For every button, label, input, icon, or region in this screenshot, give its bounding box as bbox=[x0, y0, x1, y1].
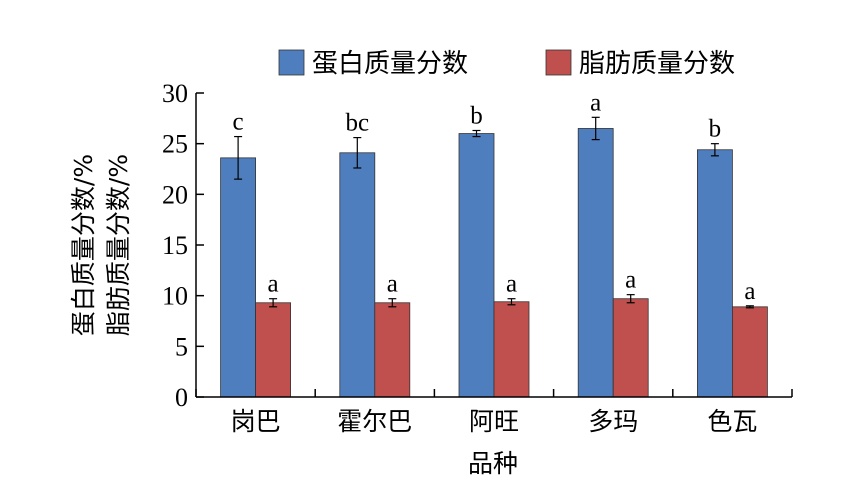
fat-bar-5 bbox=[732, 306, 768, 398]
fat-bar-2 bbox=[374, 302, 411, 398]
fat-sig-label-1: a bbox=[268, 271, 279, 298]
significance-labels-group: c bc b a b a a a a a bbox=[233, 89, 756, 304]
legend-swatch bbox=[545, 49, 572, 76]
protein-bar-4 bbox=[577, 128, 614, 398]
fat-bar-3 bbox=[493, 301, 530, 398]
protein-sig-label-4: a bbox=[590, 89, 601, 116]
legend-swatch bbox=[278, 49, 305, 76]
legend-item-2: 脂肪质量分数 bbox=[545, 49, 735, 79]
fat-bar-4 bbox=[612, 298, 649, 398]
x-tick-label: 多玛 bbox=[588, 407, 638, 436]
x-tick-label: 岗巴 bbox=[231, 407, 281, 436]
y-tick-label: 15 bbox=[162, 231, 188, 260]
protein-bar-3 bbox=[458, 133, 495, 398]
y-tick-label: 5 bbox=[175, 332, 188, 361]
protein-bar-1 bbox=[220, 157, 257, 398]
fat-sig-label-4: a bbox=[625, 267, 636, 294]
protein-error-bar-1 bbox=[234, 135, 243, 180]
x-tick-label: 阿旺 bbox=[469, 407, 519, 436]
error-bars-group bbox=[234, 116, 754, 309]
y-tick-label: 25 bbox=[162, 130, 188, 159]
protein-error-bar-3 bbox=[472, 129, 481, 138]
y-tick-label: 30 bbox=[162, 79, 188, 108]
protein-sig-label-3: b bbox=[470, 102, 483, 129]
y-axis-title: 蛋白质量分数/% 脂肪质量分数/% bbox=[69, 154, 133, 336]
protein-sig-label-5: b bbox=[709, 116, 722, 143]
fat-error-bar-3 bbox=[507, 298, 516, 306]
fat-sig-label-3: a bbox=[506, 271, 517, 298]
x-tick-label: 色瓦 bbox=[707, 407, 757, 436]
y-tick-label: 10 bbox=[162, 282, 188, 311]
legend-item-1: 蛋白质量分数 bbox=[278, 49, 468, 79]
bars-group bbox=[220, 128, 768, 398]
fat-sig-label-5: a bbox=[744, 278, 755, 305]
x-tick-label: 霍尔巴 bbox=[337, 407, 412, 436]
y-tick-label: 20 bbox=[162, 180, 188, 209]
fat-sig-label-2: a bbox=[387, 271, 398, 298]
protein-error-bar-2 bbox=[353, 136, 362, 169]
legend-label: 蛋白质量分数 bbox=[312, 49, 468, 79]
y-axis-title-line-2: 脂肪质量分数/% bbox=[104, 154, 133, 336]
fat-error-bar-4 bbox=[626, 294, 635, 304]
y-tick-label: 0 bbox=[175, 383, 188, 412]
axes-group: 0 5 10 15 20 25 30 岗巴 霍尔巴 阿旺 多玛 色瓦 bbox=[162, 79, 793, 436]
fat-error-bar-2 bbox=[388, 298, 397, 308]
protein-sig-label-1: c bbox=[233, 109, 244, 136]
protein-error-bar-5 bbox=[710, 143, 719, 157]
legend-label: 脂肪质量分数 bbox=[579, 49, 735, 79]
protein-sig-label-2: bc bbox=[345, 110, 369, 137]
protein-bar-2 bbox=[339, 152, 376, 398]
y-axis-title-line-1: 蛋白质量分数/% bbox=[69, 154, 98, 336]
legend: 蛋白质量分数 脂肪质量分数 bbox=[278, 49, 735, 79]
fat-bar-1 bbox=[255, 302, 292, 398]
protein-error-bar-4 bbox=[591, 116, 600, 141]
fat-error-bar-1 bbox=[269, 298, 278, 308]
x-axis-title: 品种 bbox=[468, 449, 518, 478]
protein-bar-5 bbox=[697, 149, 733, 398]
fat-error-bar-5 bbox=[745, 305, 754, 309]
